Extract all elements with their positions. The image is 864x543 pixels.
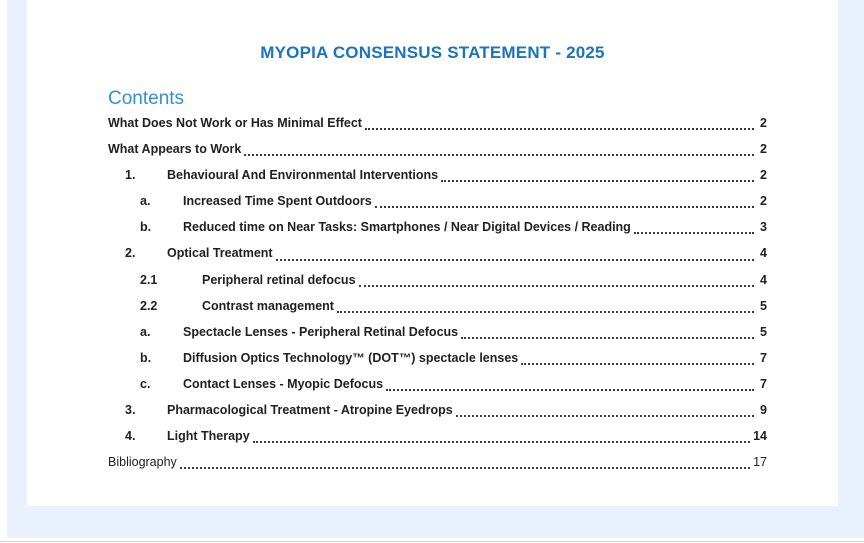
toc-dot-leader — [179, 449, 751, 470]
toc-entry-page: 2 — [760, 168, 767, 183]
toc-dot-leader — [633, 214, 754, 235]
toc-entry-page: 17 — [753, 455, 767, 470]
toc-entry-label: What Does Not Work or Has Minimal Effect — [108, 116, 362, 130]
toc-dot-leader — [386, 371, 754, 392]
toc-dot-leader — [252, 423, 751, 444]
toc-entry-page: 2 — [760, 194, 767, 209]
toc-entry-label: Pharmacological Treatment - Atropine Eye… — [167, 403, 453, 418]
toc-entry-label: Peripheral retinal defocus — [202, 272, 356, 287]
document-page: MYOPIA CONSENSUS STATEMENT - 2025 Conten… — [27, 0, 838, 506]
toc-entry-number: b. — [140, 350, 152, 365]
toc-dot-leader — [244, 136, 754, 157]
toc-entry-label: Diffusion Optics Technology™ (DOT™) spec… — [183, 350, 519, 365]
toc-entry[interactable]: b. Diffusion Optics Technology™ (DOT™) sp… — [108, 345, 767, 371]
toc-entry[interactable]: Bibliography 17 — [108, 449, 767, 475]
toc-entry-label: Contrast management — [202, 298, 334, 313]
toc-entry-label: Bibliography — [108, 455, 177, 470]
toc-entry-label: Light Therapy — [167, 429, 250, 444]
toc-dot-leader — [521, 345, 754, 365]
toc-entry[interactable]: 2.2 Contrast management 5 — [108, 293, 767, 319]
toc-entry[interactable]: 2. Optical Treatment 4 — [108, 240, 767, 266]
toc-entry-page: 4 — [760, 246, 767, 261]
document-title: MYOPIA CONSENSUS STATEMENT - 2025 — [260, 43, 605, 62]
toc-entry[interactable]: What Appears to Work 2 — [108, 136, 767, 162]
toc-entry-page: 4 — [760, 272, 767, 287]
toc-entry-page: 9 — [760, 403, 767, 418]
toc-entry-label: Behavioural And Environmental Interventi… — [167, 168, 439, 183]
toc-dot-leader — [441, 162, 754, 183]
toc-entry[interactable]: 2.1 Peripheral retinal defocus 4 — [108, 267, 767, 293]
toc-entry-number: c. — [140, 376, 151, 391]
toc-entry[interactable]: What Does Not Work or Has Minimal Effect… — [108, 110, 767, 136]
table-of-contents: What Does Not Work or Has Minimal Effect… — [108, 110, 767, 475]
toc-entry-page: 14 — [753, 429, 767, 444]
toc-entry-number: b. — [140, 220, 152, 235]
toc-entry-label: Reduced time on Near Tasks: Smartphones … — [183, 220, 631, 235]
toc-entry-page: 7 — [760, 376, 767, 391]
toc-dot-leader — [455, 397, 754, 418]
toc-entry[interactable]: 3. Pharmacological Treatment - Atropine E… — [108, 397, 767, 423]
toc-dot-leader — [336, 293, 754, 313]
toc-entry-number: 2.2 — [140, 298, 158, 313]
toc-entry[interactable]: 4. Light Therapy 14 — [108, 423, 767, 449]
toc-entry-label: Optical Treatment — [167, 246, 273, 261]
contents-heading: Contents — [108, 88, 185, 109]
toc-entry-number: 1. — [125, 168, 136, 183]
toc-entry-number: a. — [140, 324, 151, 339]
toc-entry-page: 5 — [760, 324, 767, 339]
toc-dot-leader — [364, 110, 754, 131]
toc-entry-label: Spectacle Lenses - Peripheral Retinal De… — [183, 324, 459, 339]
toc-entry-number: 4. — [125, 429, 136, 444]
toc-entry-label: What Appears to Work — [108, 142, 242, 157]
toc-entry-label: Contact Lenses - Myopic Defocus — [183, 376, 384, 391]
toc-entry[interactable]: 1. Behavioural And Environmental Interven… — [108, 162, 767, 188]
toc-dot-leader — [461, 319, 754, 339]
toc-entry[interactable]: c. Contact Lenses - Myopic Defocus 7 — [108, 371, 767, 397]
toc-entry-number: 3. — [125, 403, 136, 418]
toc-entry-label: Increased Time Spent Outdoors — [183, 194, 372, 209]
toc-entry-page: 2 — [760, 116, 767, 130]
toc-entry-page: 2 — [760, 142, 767, 157]
toc-entry-number: 2.1 — [140, 272, 158, 287]
toc-entry[interactable]: a. Spectacle Lenses - Peripheral Retinal … — [108, 319, 767, 345]
toc-entry-page: 5 — [760, 298, 767, 313]
toc-dot-leader — [358, 267, 754, 287]
toc-entry-number: a. — [140, 194, 151, 209]
window-bottom-border — [0, 541, 864, 542]
toc-dot-leader — [374, 188, 754, 209]
toc-entry[interactable]: a. Increased Time Spent Outdoors 2 — [108, 188, 767, 214]
toc-entry-page: 3 — [760, 220, 767, 235]
toc-entry-page: 7 — [760, 350, 767, 365]
toc-entry-number: 2. — [125, 246, 136, 261]
toc-entry[interactable]: b. Reduced time on Near Tasks: Smartphone… — [108, 214, 767, 240]
toc-dot-leader — [275, 240, 754, 261]
